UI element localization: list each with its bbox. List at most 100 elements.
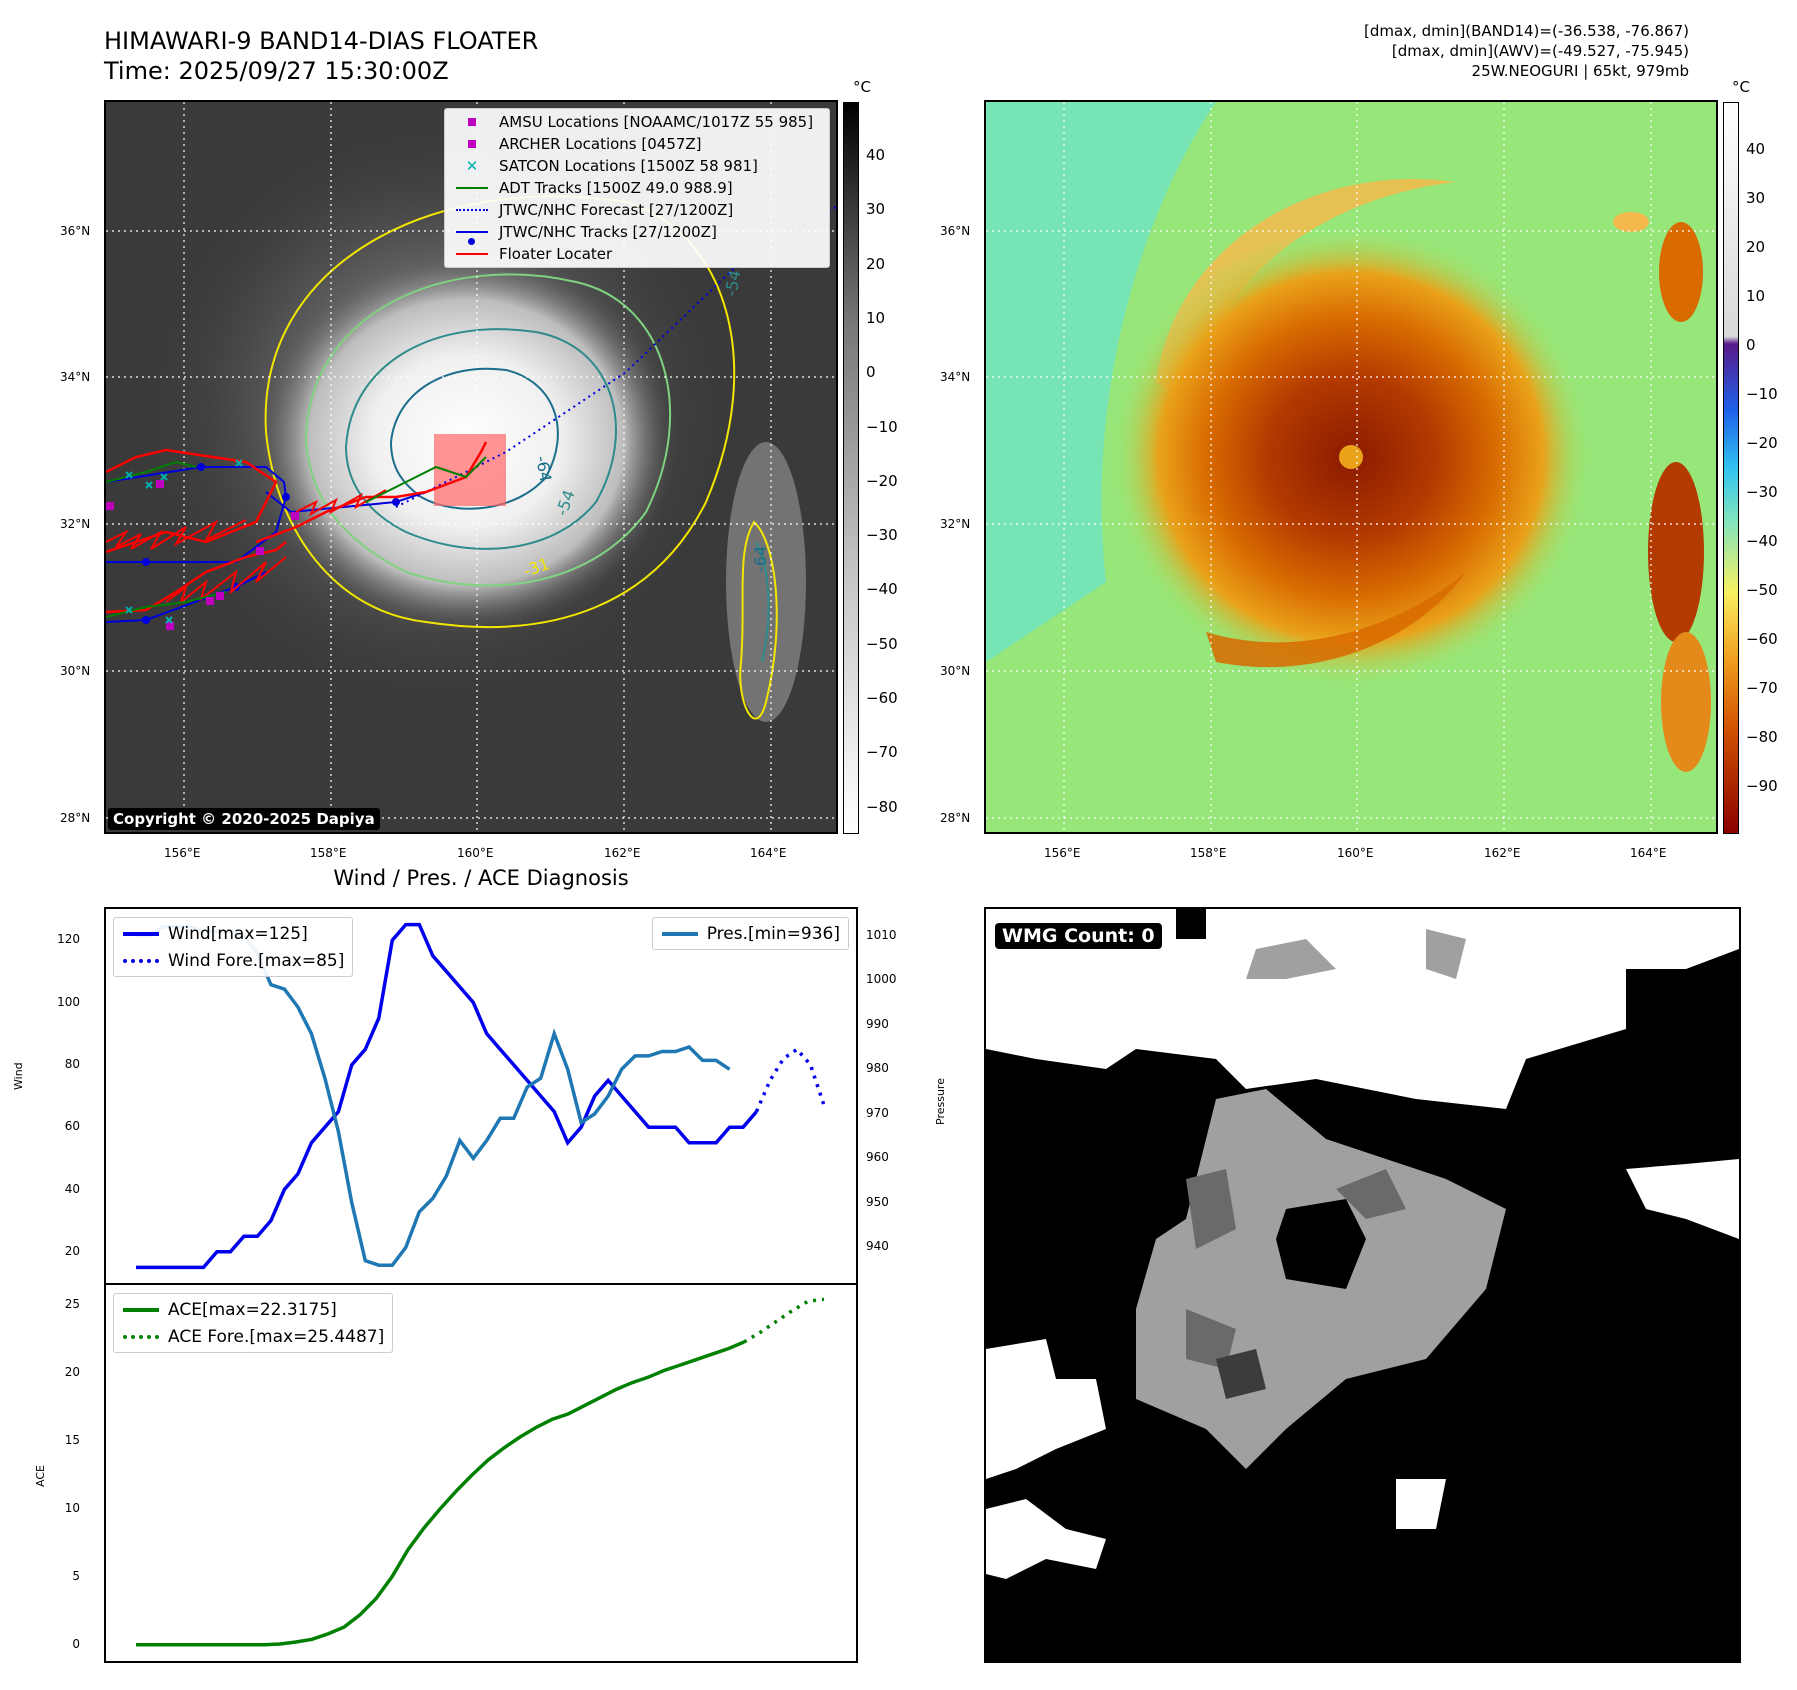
line-icon bbox=[122, 931, 160, 936]
colorbar-tick: 30 bbox=[1746, 189, 1766, 207]
colorbar-right-unit: °C bbox=[1732, 78, 1750, 96]
satcon-markers bbox=[125, 459, 243, 624]
axis-tick: 1010 bbox=[866, 927, 897, 942]
colorbar-left bbox=[843, 102, 859, 834]
axis-tick: 1000 bbox=[866, 972, 897, 987]
colorbar-tick: 10 bbox=[1746, 287, 1766, 305]
eye bbox=[1339, 445, 1363, 469]
colorbar-tick: −10 bbox=[866, 417, 898, 436]
legend-item-archer: ARCHER Locations [0457Z] bbox=[445, 133, 829, 155]
lat-tick: 28°N bbox=[60, 811, 91, 825]
colorbar-tick: −50 bbox=[866, 634, 898, 653]
lat-tick: 36°N bbox=[60, 224, 91, 238]
lon-tick: 164°E bbox=[1630, 846, 1667, 860]
contour-label-1: -64 bbox=[532, 454, 555, 483]
colorbar-tick: −20 bbox=[1746, 434, 1778, 452]
axis-tick: 5 bbox=[72, 1568, 80, 1583]
wind-ylabel: Wind bbox=[12, 1062, 25, 1090]
colorbar-tick: 10 bbox=[866, 308, 886, 327]
chart-time: Time: 2025/09/27 15:30:00Z bbox=[104, 57, 449, 85]
pressure-line bbox=[136, 925, 731, 1267]
east-cell-4 bbox=[1613, 212, 1649, 232]
dotted-line-icon bbox=[122, 958, 160, 963]
color-map-panel bbox=[984, 100, 1718, 834]
legend-item-satcon: ✕ SATCON Locations [1500Z 58 981] bbox=[445, 155, 829, 177]
contour-lightgreen bbox=[304, 273, 672, 587]
axis-tick: 40 bbox=[64, 1181, 80, 1196]
axis-tick: 80 bbox=[64, 1056, 80, 1071]
lat-tick: 30°N bbox=[940, 664, 971, 678]
floater-track-3 bbox=[255, 441, 488, 544]
colorbar-tick: −50 bbox=[1746, 581, 1778, 599]
axis-tick: 10 bbox=[64, 1500, 80, 1515]
colorbar-tick: −70 bbox=[866, 743, 898, 762]
wind-line bbox=[136, 922, 758, 1270]
ace-legend: ACE[max=22.3175] ACE Fore.[max=25.4487] bbox=[113, 1293, 394, 1353]
lon-tick: 162°E bbox=[604, 846, 641, 860]
wmg-dark-patch-1 bbox=[1186, 1169, 1236, 1249]
adt-track-upper bbox=[106, 460, 197, 483]
colorbar-tick: −10 bbox=[1746, 385, 1778, 403]
lon-tick: 156°E bbox=[164, 846, 201, 860]
axis-tick: 960 bbox=[866, 1150, 889, 1165]
contour-label-2: -54 bbox=[721, 269, 744, 298]
ir-map-panel: -64 -54 -31 -54 -64 bbox=[104, 100, 838, 834]
axis-tick: 100 bbox=[57, 994, 80, 1009]
colorbar-tick: −90 bbox=[1746, 777, 1778, 795]
colorbar-tick: −20 bbox=[866, 471, 898, 490]
axis-tick: 20 bbox=[64, 1365, 80, 1380]
colorbar-tick: 20 bbox=[1746, 238, 1766, 256]
legend-item-wind-fore: Wind Fore.[max=85] bbox=[114, 947, 352, 974]
legend-item-wind: Wind[max=125] bbox=[114, 920, 352, 947]
wind-pressure-panel: Wind[max=125] Wind Fore.[max=85] Pres.[m… bbox=[104, 907, 858, 1285]
axis-tick: 20 bbox=[64, 1243, 80, 1258]
pressure-legend: Pres.[min=936] bbox=[651, 917, 849, 950]
wmg-gray-north-2 bbox=[1426, 929, 1466, 979]
x-marker-icon: ✕ bbox=[465, 157, 479, 175]
map-legend: AMSU Locations [NOAAMC/1017Z 55 985] ARC… bbox=[444, 108, 830, 268]
line-dot-icon bbox=[453, 231, 491, 245]
jtwc-track-main bbox=[265, 491, 427, 514]
dotted-line-icon bbox=[122, 1334, 160, 1339]
colorbar-tick: −80 bbox=[866, 797, 898, 816]
info-storm: 25W.NEOGURI | 65kt, 979mb bbox=[1471, 62, 1689, 80]
colorbar-tick: −40 bbox=[866, 580, 898, 599]
wmg-black-eye bbox=[1276, 1199, 1366, 1289]
adt-track-main bbox=[365, 456, 487, 503]
wmg-white-west bbox=[986, 1339, 1106, 1479]
lat-tick: 34°N bbox=[60, 370, 91, 384]
contour-east-teal bbox=[755, 541, 770, 663]
line-icon bbox=[453, 253, 491, 255]
wmg-dark-patch-2 bbox=[1186, 1309, 1236, 1369]
dotted-line-icon bbox=[453, 209, 491, 211]
lat-tick: 36°N bbox=[940, 224, 971, 238]
ace-ylabel: ACE bbox=[34, 1465, 47, 1487]
colorbar-tick: −30 bbox=[866, 526, 898, 545]
wmg-darkest-patch bbox=[1216, 1349, 1266, 1399]
wmg-dark-patch-3 bbox=[1336, 1169, 1406, 1219]
colorbar-tick: 30 bbox=[866, 200, 886, 219]
wmg-svg bbox=[986, 909, 1739, 1661]
axis-tick: 0 bbox=[72, 1636, 80, 1651]
contour-teal bbox=[344, 328, 617, 550]
colorbar-tick: −70 bbox=[1746, 679, 1778, 697]
lat-tick: 32°N bbox=[940, 517, 971, 531]
wmg-white-sw bbox=[986, 1499, 1106, 1579]
legend-item-jtwc: JTWC/NHC Tracks [27/1200Z] bbox=[445, 221, 829, 245]
wmg-white-east bbox=[1626, 1159, 1739, 1239]
floater-zigzag-1 bbox=[106, 519, 247, 550]
floater-track-2 bbox=[106, 541, 287, 614]
wmg-gray-north-1 bbox=[1246, 939, 1336, 979]
colorbar-tick: −80 bbox=[1746, 728, 1778, 746]
lon-tick: 160°E bbox=[1337, 846, 1374, 860]
wind-legend: Wind[max=125] Wind Fore.[max=85] bbox=[113, 917, 354, 977]
east-cell-1 bbox=[1659, 222, 1703, 322]
diag-title: Wind / Pres. / ACE Diagnosis bbox=[333, 866, 629, 890]
chart-title: HIMAWARI-9 BAND14-DIAS FLOATER bbox=[104, 27, 539, 55]
jtwc-points bbox=[142, 463, 400, 624]
southern-band bbox=[1206, 572, 1466, 668]
lat-tick: 34°N bbox=[940, 370, 971, 384]
colorbar-tick: 20 bbox=[866, 254, 886, 273]
lon-tick: 158°E bbox=[310, 846, 347, 860]
axis-tick: 15 bbox=[64, 1433, 80, 1448]
